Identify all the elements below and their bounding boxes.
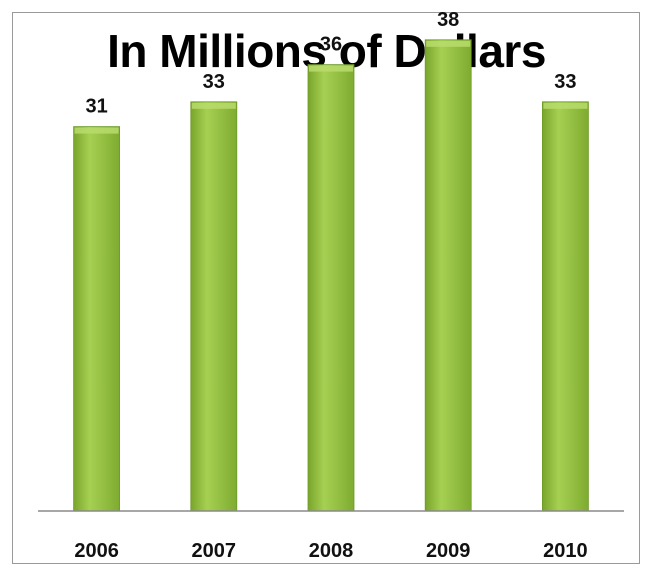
labels-layer: 31 2006 33 2007 36 2008 38 2009 33 2010 [74, 9, 587, 562]
x-tick-label-2010: 2010 [543, 540, 588, 562]
data-label-2007: 33 [203, 71, 225, 93]
bars-layer [73, 39, 589, 512]
data-label-2006: 31 [85, 96, 107, 118]
bar-cap-2006 [74, 127, 119, 134]
data-label-2009: 38 [437, 9, 459, 31]
bar-cap-2008 [309, 65, 353, 72]
x-tick-label-2007: 2007 [192, 540, 237, 562]
bar-cap-2009 [426, 40, 471, 47]
data-label-2008: 36 [320, 34, 342, 56]
bar-cap-2010 [543, 102, 588, 109]
data-label-2010: 33 [554, 71, 576, 93]
bar-2008 [307, 64, 355, 512]
x-tick-label-2006: 2006 [74, 540, 119, 562]
bar-cap-2007 [191, 102, 236, 109]
bar-2009 [424, 39, 472, 512]
bar-2010 [542, 101, 589, 512]
x-tick-label-2009: 2009 [426, 540, 471, 562]
x-tick-label-2008: 2008 [309, 540, 354, 562]
bar-2006 [73, 126, 120, 512]
bar-2007 [190, 101, 238, 512]
